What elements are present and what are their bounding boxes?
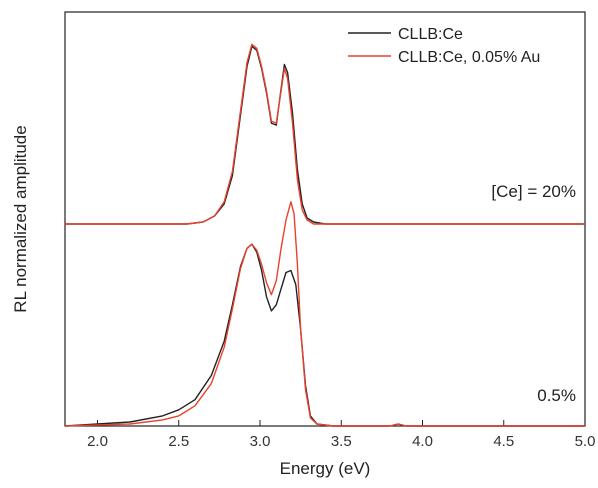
x-tick-label: 3.5 <box>331 433 352 450</box>
x-tick-label: 2.0 <box>87 433 108 450</box>
x-tick-label: 5.0 <box>575 433 596 450</box>
annotation-ce-20: [Ce] = 20% <box>491 182 576 201</box>
legend-label-clllb-ce-au: CLLB:Ce, 0.05% Au <box>398 49 540 66</box>
x-tick-label: 4.0 <box>412 433 433 450</box>
x-tick-label: 3.0 <box>250 433 271 450</box>
series-line-1-0 <box>65 43 585 225</box>
series-line-0-1 <box>64 243 585 427</box>
x-axis-ticks: 2.0 2.5 3.0 3.5 4.0 4.5 5.0 <box>87 420 595 450</box>
series-layer <box>64 43 585 427</box>
y-axis-title: RL normalized amplitude <box>11 125 30 312</box>
x-tick-label: 4.5 <box>493 433 514 450</box>
legend: CLLB:Ce CLLB:Ce, 0.05% Au <box>348 26 540 66</box>
x-tick-label: 2.5 <box>168 433 189 450</box>
series-line-1-1 <box>64 201 585 427</box>
legend-label-clllb-ce: CLLB:Ce <box>398 26 463 43</box>
x-axis-title: Energy (eV) <box>280 459 371 478</box>
annotation-ce-05: 0.5% <box>537 386 576 405</box>
plot-frame <box>64 11 586 427</box>
